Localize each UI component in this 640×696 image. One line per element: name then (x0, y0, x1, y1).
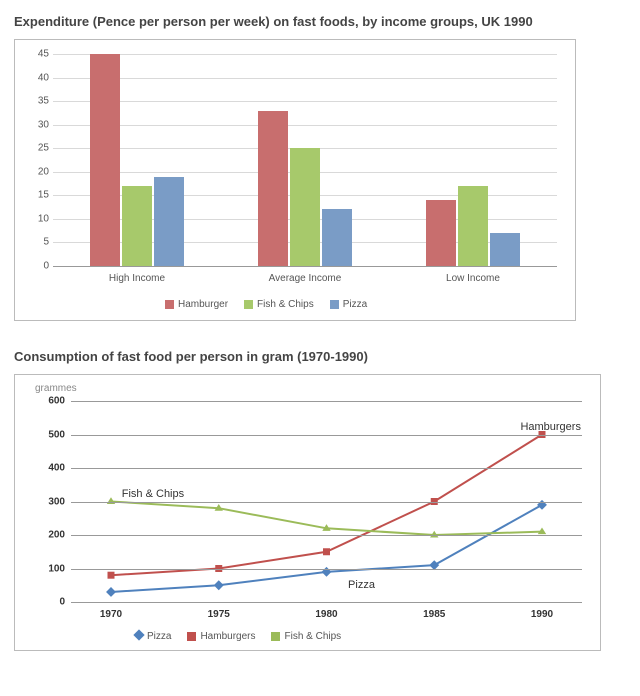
line-gridline (71, 569, 582, 570)
marker (323, 548, 330, 555)
legend-item: Fish & Chips (271, 631, 341, 642)
bar-chart-title: Expenditure (Pence per person per week) … (14, 14, 630, 29)
line-ytick: 0 (35, 597, 65, 608)
bar (458, 186, 488, 266)
line-ytick: 600 (35, 396, 65, 407)
line-gridline (71, 602, 582, 603)
marker (108, 572, 115, 579)
bar-ytick: 0 (23, 261, 49, 272)
bar-ytick: 15 (23, 190, 49, 201)
series-annotation: Hamburgers (520, 421, 581, 433)
bar-legend: Hamburger Fish & Chips Pizza (165, 299, 367, 310)
bar (90, 54, 120, 266)
bar (322, 209, 352, 266)
line-gridline (71, 468, 582, 469)
bar (290, 148, 320, 266)
bar-xlabel: High Income (67, 273, 207, 284)
bar-xlabel: Low Income (403, 273, 543, 284)
legend-label: Fish & Chips (284, 631, 341, 642)
legend-swatch (165, 300, 174, 309)
series-annotation: Pizza (348, 579, 375, 591)
bar-chart: 051015202530354045 HamburgerFish & Chips… (14, 39, 576, 321)
legend-item: Pizza (330, 299, 367, 310)
line-chart-title: Consumption of fast food per person in g… (14, 349, 630, 364)
line-y-axis-label: grammes (35, 383, 77, 394)
legend-swatch (133, 629, 144, 640)
line-xlabel: 1975 (208, 609, 230, 620)
marker (106, 587, 116, 597)
bar-ytick: 30 (23, 119, 49, 130)
bar-xlabel: Average Income (235, 273, 375, 284)
line-ytick: 300 (35, 496, 65, 507)
legend-label: Hamburger (178, 299, 228, 310)
line-xlabel: 1985 (423, 609, 445, 620)
bar-group (426, 186, 520, 266)
bar-ytick: 45 (23, 49, 49, 60)
legend-label: Fish & Chips (257, 299, 314, 310)
legend-label: Pizza (343, 299, 367, 310)
bar-group (258, 111, 352, 266)
line-gridline (71, 435, 582, 436)
bar (258, 111, 288, 266)
bar-group (90, 54, 184, 266)
line-gridline (71, 401, 582, 402)
legend-item: Hamburgers (187, 631, 255, 642)
legend-swatch (187, 632, 196, 641)
line-xlabel: 1970 (100, 609, 122, 620)
bar-ytick: 25 (23, 143, 49, 154)
bar-ytick: 5 (23, 237, 49, 248)
line-ytick: 400 (35, 463, 65, 474)
line-chart: grammes 0100200300400500600Fish & ChipsP… (14, 374, 601, 651)
bar-ytick: 20 (23, 166, 49, 177)
bar-ytick: 10 (23, 213, 49, 224)
legend-swatch (244, 300, 253, 309)
bar (426, 200, 456, 266)
bar (154, 177, 184, 267)
legend-label: Hamburgers (200, 631, 255, 642)
legend-item: Fish & Chips (244, 299, 314, 310)
legend-item: Hamburger (165, 299, 228, 310)
line-gridline (71, 502, 582, 503)
line-xlabel: 1990 (531, 609, 553, 620)
series-annotation: Fish & Chips (122, 488, 184, 500)
bar (490, 233, 520, 266)
legend-swatch (330, 300, 339, 309)
line-ytick: 200 (35, 530, 65, 541)
line-gridline (71, 535, 582, 536)
line-ytick: 100 (35, 563, 65, 574)
bar (122, 186, 152, 266)
legend-item: Pizza (135, 631, 171, 642)
line-xlabel: 1980 (315, 609, 337, 620)
marker (214, 580, 224, 590)
bar-ytick: 40 (23, 72, 49, 83)
legend-label: Pizza (147, 631, 171, 642)
line-ytick: 500 (35, 429, 65, 440)
line-legend: Pizza Hamburgers Fish & Chips (135, 631, 341, 642)
legend-swatch (271, 632, 280, 641)
bar-plot-area: 051015202530354045 (53, 54, 557, 267)
line-plot-area: 0100200300400500600Fish & ChipsPizzaHamb… (71, 401, 582, 602)
bar-ytick: 35 (23, 96, 49, 107)
